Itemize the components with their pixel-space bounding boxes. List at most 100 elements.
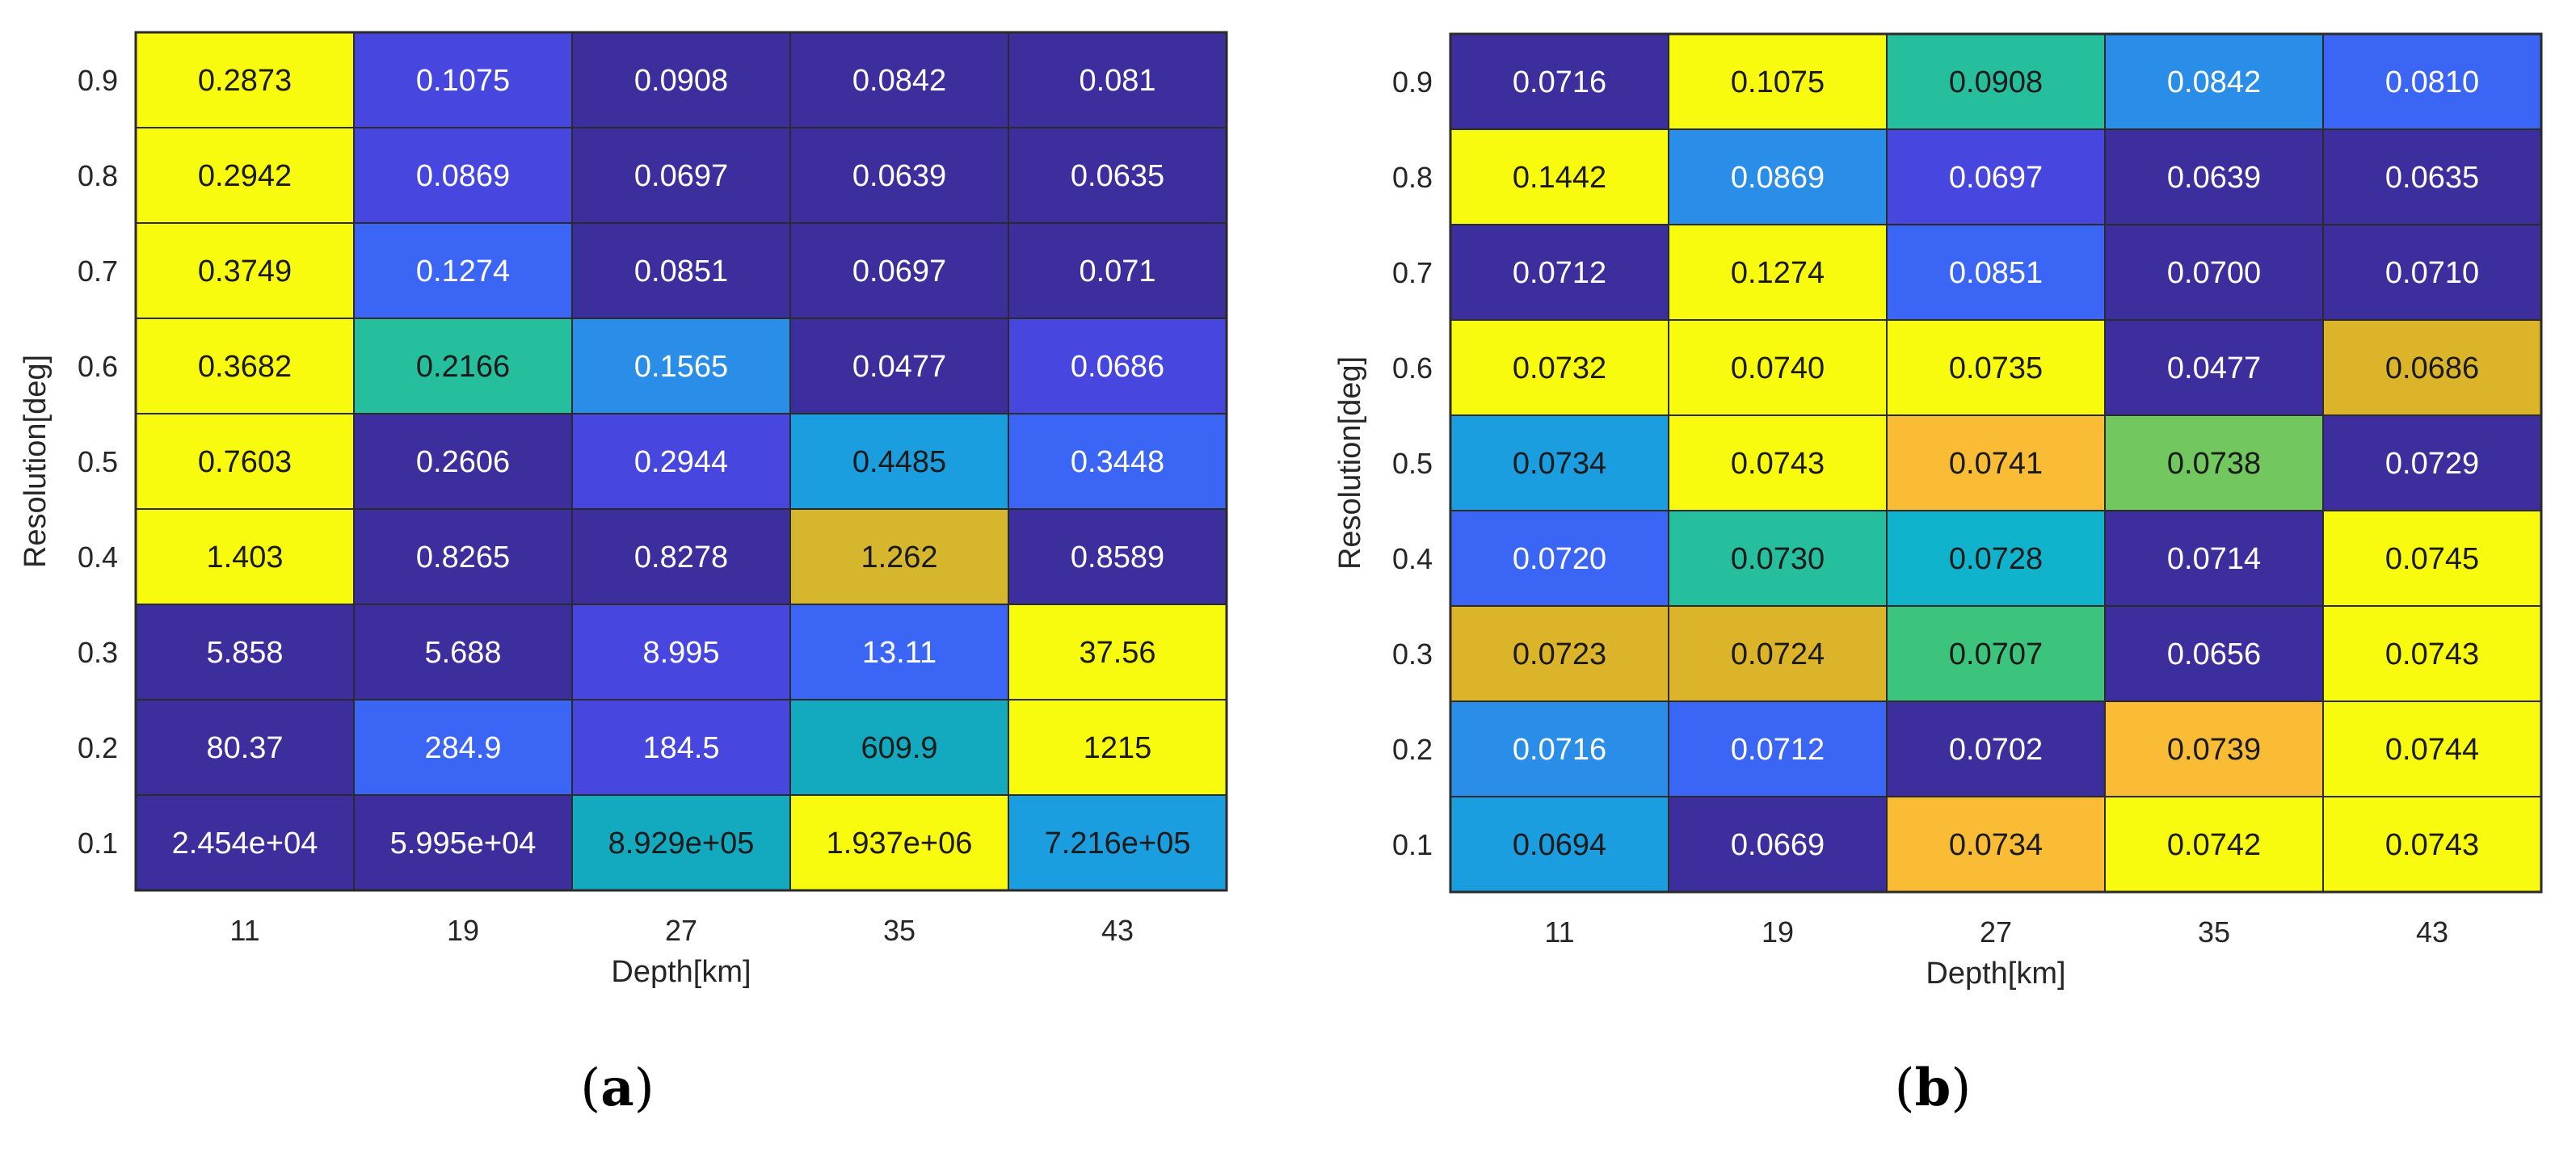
y-tick-label: 0.9 [1392,65,1433,99]
heatmap-cell [789,318,1009,414]
cell-value-label: 0.0739 [2167,733,2261,767]
panel-label: (b) [1895,1058,1972,1118]
heatmap-cell [135,413,355,510]
x-tick-label: 19 [447,914,479,947]
heatmap-cell [2322,33,2542,130]
heatmap-cell [1668,701,1888,797]
cell-value-label: 0.0656 [2167,637,2261,671]
x-tick-label: 43 [2416,915,2448,949]
cell-value-label: 0.0635 [2385,161,2479,195]
x-tick-label: 27 [665,914,697,947]
cell-value-label: 0.0697 [852,255,946,288]
cell-value-label: 80.37 [206,731,283,765]
cell-value-label: 0.071 [1079,255,1155,288]
cell-value-label: 0.0732 [1513,351,1606,385]
heatmap-cell [1450,510,1669,607]
cell-value-label: 0.0851 [1949,256,2043,290]
y-tick-label: 0.5 [78,445,118,478]
cell-value-label: 5.995e+04 [390,827,537,860]
y-tick-label: 0.7 [78,255,118,288]
cell-value-label: 0.0810 [2385,65,2479,99]
heatmap-cell [2104,510,2324,607]
cell-value-label: 0.0686 [2385,351,2479,385]
heatmap-cell [1886,224,2106,321]
panel-label: (a) [580,1058,654,1118]
y-axis-label: Resolution[deg] [1333,356,1367,570]
x-tick-label: 27 [1980,915,2012,949]
y-tick-label: 0.6 [78,350,118,383]
cell-value-label: 1215 [1084,731,1152,765]
heatmap-cell [789,32,1009,128]
cell-value-label: 0.1075 [416,64,510,98]
cell-value-label: 0.0714 [2167,542,2261,576]
cell-value-label: 0.8265 [416,541,510,574]
y-tick-label: 0.8 [78,159,118,192]
heatmap-cell [1450,796,1669,893]
heatmap-cell [571,127,791,224]
y-tick-label: 0.1 [78,827,118,860]
x-tick-label: 11 [1544,915,1574,949]
cell-value-label: 0.0477 [852,350,946,384]
cell-value-label: 0.0694 [1513,828,1606,862]
cell-value-label: 0.0710 [2385,256,2479,290]
cell-value-label: 184.5 [642,731,719,765]
panel-letter: a [600,1058,633,1118]
x-axis-label: Depth[km] [611,955,751,989]
x-tick-label: 19 [1762,915,1794,949]
cell-value-label: 0.0745 [2385,542,2479,576]
heatmap-cell [571,508,791,605]
cell-value-label: 0.0730 [1731,542,1825,576]
heatmap-cell [1450,128,1669,225]
y-tick-label: 0.6 [1392,351,1433,385]
y-axis-label: Resolution[deg] [19,355,53,568]
x-tick-label: 35 [883,914,915,947]
heatmap-cell [1450,319,1669,416]
heatmap-cell [353,222,573,319]
x-tick-label: 43 [1101,914,1134,947]
cell-value-label: 0.0842 [2167,65,2261,99]
cell-value-label: 1.403 [206,541,283,574]
heatmap-cell [2322,224,2542,321]
heatmap-cell [1668,414,1888,511]
y-tick-label: 0.2 [78,731,118,764]
cell-value-label: 1.262 [861,541,937,574]
y-tick-label: 0.1 [1392,828,1433,861]
y-tick-label: 0.3 [1392,637,1433,671]
cell-value-label: 8.995 [642,636,719,670]
cell-value-label: 0.1565 [634,350,728,384]
cell-value-label: 0.2606 [416,445,510,479]
cell-value-label: 0.0842 [852,64,946,98]
cell-value-label: 0.2873 [198,64,292,98]
cell-value-label: 0.0477 [2167,351,2261,385]
heatmap-cell [2104,319,2324,416]
cell-value-label: 0.0720 [1513,542,1606,576]
cell-value-label: 0.0734 [1513,447,1606,481]
cell-value-label: 0.0724 [1731,637,1825,671]
cell-value-label: 0.0743 [2385,637,2479,671]
cell-value-label: 0.0700 [2167,256,2261,290]
cell-value-label: 0.0735 [1949,351,2043,385]
heatmap-cell [353,508,573,605]
cell-value-label: 0.0639 [2167,161,2261,195]
heatmap-cell [571,413,791,510]
cell-value-label: 0.1442 [1513,161,1606,195]
cell-value-label: 0.0741 [1949,447,2043,481]
plot-frame [1449,32,2543,894]
heatmap-cell [1886,510,2106,607]
heatmap-cell [2322,605,2542,702]
cell-value-label: 0.0669 [1731,828,1825,862]
cell-value-label: 5.858 [206,636,283,670]
cell-value-label: 0.0686 [1071,350,1164,384]
heatmap-cell [135,699,355,796]
cell-value-label: 0.0734 [1949,828,2043,862]
y-tick-label: 0.8 [1392,161,1433,194]
y-tick-label: 0.4 [1392,542,1433,575]
cell-value-label: 0.0742 [2167,828,2261,862]
cell-value-label: 0.8278 [634,541,728,574]
heatmap-cell [1668,224,1888,321]
y-tick-label: 0.9 [78,64,118,97]
heatmap-cell [135,32,355,128]
cell-value-label: 0.0723 [1513,637,1606,671]
heatmap-panel-a: 0.2873 0.1075 0.0908 0.0842 0.081 0.2942 0.086… [19,31,1228,1118]
